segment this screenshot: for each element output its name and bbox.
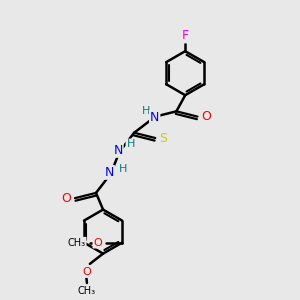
Text: CH₃: CH₃ xyxy=(78,286,96,296)
Text: H: H xyxy=(119,164,127,173)
Text: F: F xyxy=(182,29,189,42)
Text: O: O xyxy=(62,192,72,205)
Text: O: O xyxy=(93,238,102,248)
Text: N: N xyxy=(150,111,159,124)
Text: N: N xyxy=(104,166,114,179)
Text: H: H xyxy=(142,106,150,116)
Text: O: O xyxy=(82,267,91,277)
Text: S: S xyxy=(160,131,167,145)
Text: N: N xyxy=(113,144,123,157)
Text: O: O xyxy=(201,110,211,123)
Text: H: H xyxy=(126,140,135,149)
Text: CH₃: CH₃ xyxy=(68,238,86,248)
